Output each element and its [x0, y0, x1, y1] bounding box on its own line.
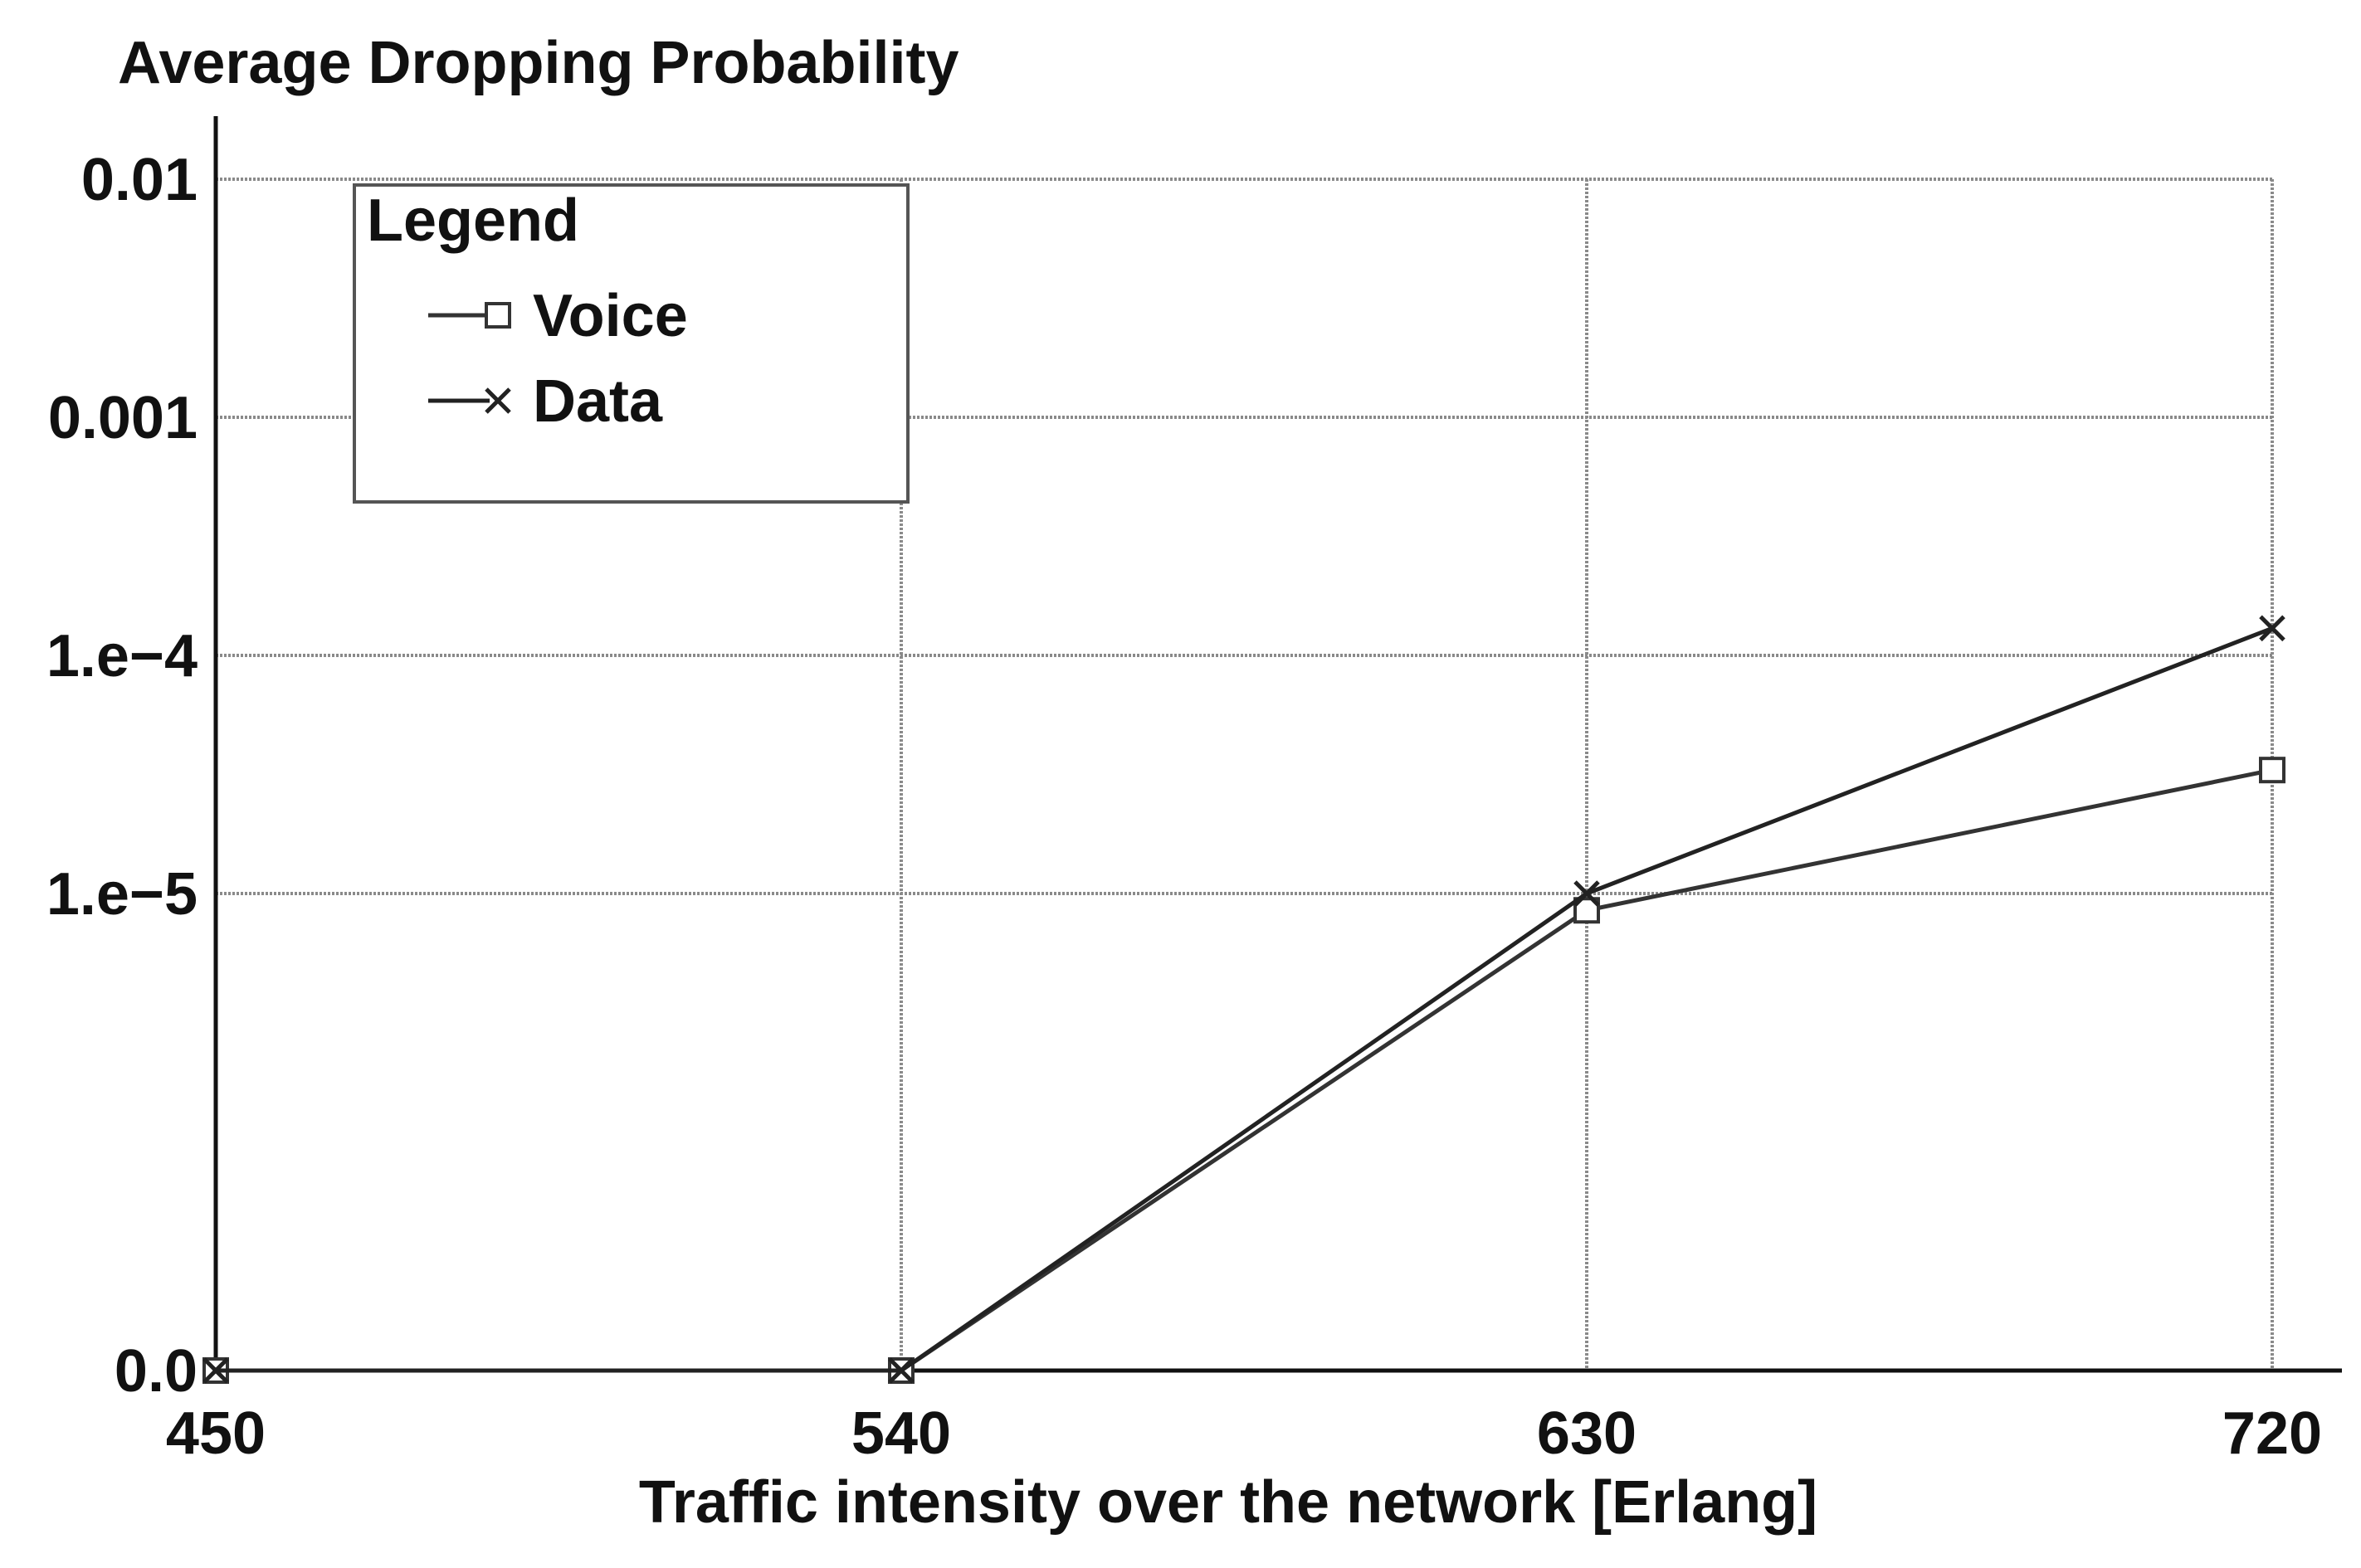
data-point-data	[2259, 615, 2285, 642]
series-layer	[202, 615, 2285, 1384]
y-tick-label: 1.e−4	[46, 623, 198, 689]
legend-item-voice: Voice	[428, 283, 688, 349]
chart-title: Average Dropping Probability	[118, 30, 959, 96]
x-tick-label: 450	[166, 1400, 266, 1467]
legend-label-data: Data	[533, 368, 663, 435]
legend-marker-voice	[485, 302, 511, 329]
legend-title: Legend	[367, 187, 579, 254]
y-tick-label: 0.01	[81, 147, 198, 213]
series-line-data	[216, 626, 2273, 1373]
x-axis-label: Traffic intensity over the network [Erla…	[639, 1469, 1817, 1536]
legend-items: Voice Data	[428, 283, 688, 435]
x-tick-label: 720	[2222, 1400, 2322, 1467]
legend-marker-data	[485, 387, 511, 414]
y-tick-label: 0.001	[48, 385, 198, 451]
data-point-data	[888, 1357, 915, 1384]
data-point-data	[1573, 880, 1600, 907]
legend-box	[353, 183, 910, 504]
legend: Legend Voice Data	[353, 183, 910, 504]
y-tick-label: 0.0	[115, 1338, 198, 1405]
x-tick-label: 630	[1537, 1400, 1637, 1467]
data-point-voice	[2259, 757, 2285, 784]
tick-label-layer: 450 540 630 720 0.0 1.e−5 1.e−4 0.001 0.01	[46, 147, 2322, 1467]
legend-item-data: Data	[428, 368, 663, 435]
legend-label-voice: Voice	[533, 283, 688, 349]
x-tick-label: 540	[851, 1400, 951, 1467]
data-point-data	[202, 1357, 229, 1384]
y-tick-label: 1.e−5	[46, 861, 198, 928]
